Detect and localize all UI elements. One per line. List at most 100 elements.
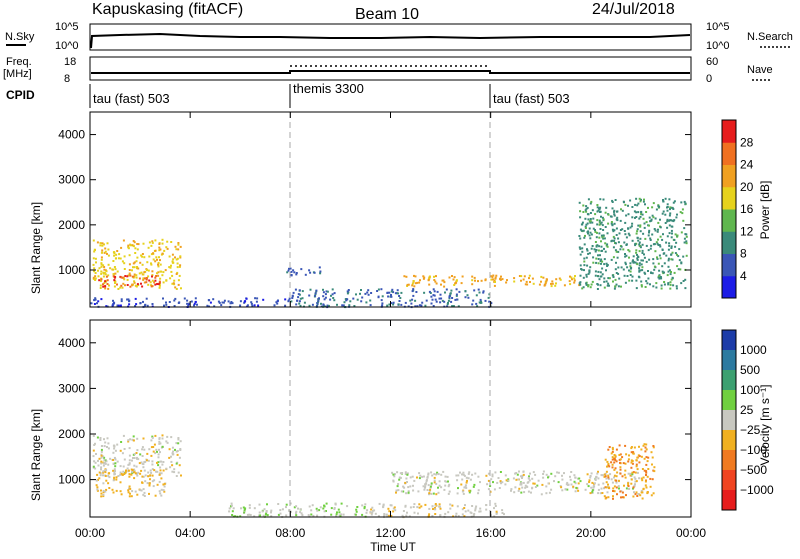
nsky-tick-top: 10^5: [55, 21, 79, 33]
heatmap-cell: [613, 287, 616, 290]
heatmap-cell: [591, 481, 594, 484]
heatmap-cell: [142, 273, 145, 276]
heatmap-cell: [463, 515, 466, 518]
heatmap-cell: [634, 242, 637, 245]
heatmap-cell: [97, 464, 100, 467]
heatmap-cell: [491, 473, 494, 476]
heatmap-cell: [645, 471, 648, 474]
heatmap-cell: [139, 472, 142, 475]
heatmap-cell: [666, 203, 669, 206]
heatmap-cell: [541, 483, 544, 486]
heatmap-cell: [628, 250, 631, 253]
heatmap-cell: [582, 204, 585, 207]
heatmap-cell: [590, 247, 593, 250]
heatmap-cell: [677, 255, 680, 258]
heatmap-cell: [171, 470, 174, 473]
heatmap-cell: [544, 281, 547, 284]
heatmap-cell: [613, 214, 616, 217]
heatmap-cell: [627, 460, 630, 463]
heatmap-cell: [652, 202, 655, 205]
heatmap-cell: [590, 472, 593, 475]
nsky-panel: N.Sky 10^5 10^0 10^5 10^0 N.Search: [5, 21, 793, 52]
heatmap-cell: [675, 285, 678, 288]
heatmap-cell: [424, 486, 426, 489]
heatmap-cell: [150, 471, 153, 474]
heatmap-cell: [392, 473, 395, 476]
heatmap-cell: [396, 485, 399, 488]
heatmap-cell: [129, 274, 132, 277]
heatmap-cell: [105, 479, 108, 482]
heatmap-cell: [607, 464, 610, 467]
heatmap-cell: [231, 514, 234, 516]
heatmap-cell: [588, 479, 591, 482]
heatmap-cell: [93, 298, 96, 301]
heatmap-cell: [318, 297, 320, 300]
heatmap-cell: [611, 448, 614, 451]
heatmap-cell: [243, 511, 246, 514]
heatmap-cell: [493, 284, 496, 287]
freq-tick-bottom: 8: [64, 73, 70, 85]
heatmap-cell: [487, 472, 490, 475]
heatmap-cell: [134, 490, 137, 493]
heatmap-cell: [636, 236, 639, 239]
heatmap-cell: [471, 303, 474, 306]
heatmap-cell: [479, 298, 482, 301]
heatmap-cell: [619, 472, 622, 475]
heatmap-cell: [681, 208, 684, 211]
heatmap-cell: [667, 270, 670, 273]
heatmap-cell: [172, 282, 175, 285]
heatmap-cell: [674, 252, 677, 255]
heatmap-cell: [538, 283, 541, 286]
heatmap-cell: [613, 210, 615, 213]
heatmap-cell: [499, 277, 502, 280]
heatmap-cell: [330, 294, 332, 297]
heatmap-cell: [304, 273, 307, 276]
heatmap-cell: [281, 508, 284, 511]
heatmap-cell: [639, 225, 642, 228]
heatmap-cell: [610, 478, 613, 481]
heatmap-cell: [162, 271, 165, 274]
heatmap-cell: [639, 215, 642, 218]
heatmap-cell: [132, 245, 135, 248]
heatmap-cell: [176, 450, 179, 452]
heatmap-cell: [494, 471, 497, 474]
heatmap-cell: [610, 461, 613, 464]
heatmap-cell: [680, 282, 683, 285]
heatmap-cell: [298, 302, 301, 305]
heatmap-cell: [386, 292, 389, 294]
heatmap-cell: [573, 480, 576, 483]
heatmap-cell: [370, 513, 373, 516]
heatmap-cell: [115, 257, 117, 260]
heatmap-cell: [310, 509, 313, 512]
heatmap-cell: [461, 478, 464, 481]
heatmap-cell: [631, 239, 634, 242]
heatmap-cell: [387, 295, 390, 298]
heatmap-cell: [370, 292, 373, 294]
heatmap-cell: [649, 485, 652, 488]
heatmap-cell: [628, 234, 631, 237]
heatmap-cell: [583, 260, 586, 263]
heatmap-cell: [425, 479, 428, 481]
nsky-label: N.Sky: [5, 31, 35, 43]
heatmap-cell: [412, 489, 415, 492]
heatmap-cell: [103, 251, 106, 254]
heatmap-cell: [119, 465, 122, 468]
heatmap-cell: [117, 288, 120, 290]
heatmap-cell: [631, 222, 634, 225]
heatmap-cell: [151, 240, 154, 243]
heatmap-cell: [550, 282, 552, 285]
heatmap-cell: [642, 200, 645, 203]
heatmap-cell: [100, 279, 102, 282]
heatmap-cell: [650, 219, 653, 222]
cpid-segment: tau (fast) 503: [493, 91, 570, 106]
heatmap-cell: [644, 480, 647, 483]
heatmap-cell: [605, 481, 608, 484]
heatmap-cell: [115, 478, 118, 481]
heatmap-cell: [588, 234, 591, 237]
heatmap-cell: [138, 277, 141, 280]
heatmap-cell: [653, 228, 656, 230]
heatmap-cell: [437, 486, 439, 489]
heatmap-cell: [93, 250, 96, 253]
heatmap-cell: [615, 448, 618, 451]
heatmap-cell: [412, 288, 415, 291]
